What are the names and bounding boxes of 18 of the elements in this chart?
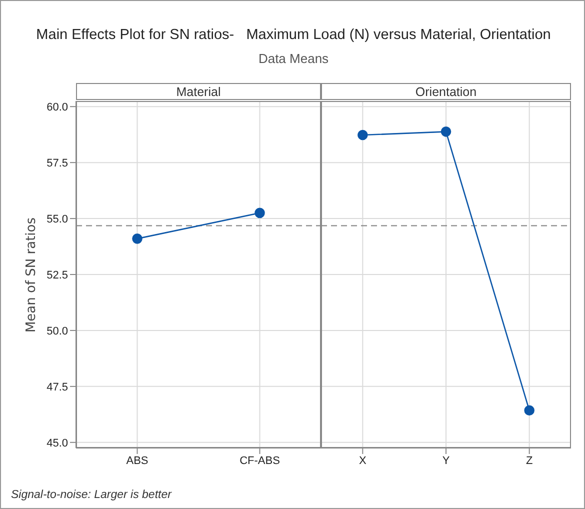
y-tick-label: 52.5 bbox=[46, 269, 68, 282]
y-tick-label: 50.0 bbox=[46, 325, 68, 338]
y-tick-label: 55.0 bbox=[46, 213, 68, 226]
y-tick-label: 45.0 bbox=[46, 437, 68, 450]
x-tick-label: Z bbox=[526, 454, 533, 467]
y-tick-label: 60.0 bbox=[46, 102, 68, 114]
y-tick-label: 57.5 bbox=[46, 157, 68, 170]
chart-title: Material bbox=[76, 83, 321, 100]
x-tick-label: Y bbox=[442, 454, 450, 467]
x-tick-label: X bbox=[358, 454, 367, 467]
y-tick-label: 47.5 bbox=[46, 381, 68, 394]
x-tick-label: ABS bbox=[126, 454, 148, 467]
text: Signal-to-noise: Larger is better bbox=[11, 489, 172, 501]
x-tick-label: CF-ABS bbox=[240, 454, 280, 467]
text: Main Effects Plot for SN ratios- Maximum Load (N) versus Material, Orientation bbox=[35, 27, 552, 43]
y-axis-title: Mean of SN ratios bbox=[24, 216, 40, 334]
chart-title: Orientation bbox=[321, 83, 571, 100]
text: Data Means bbox=[257, 51, 330, 66]
